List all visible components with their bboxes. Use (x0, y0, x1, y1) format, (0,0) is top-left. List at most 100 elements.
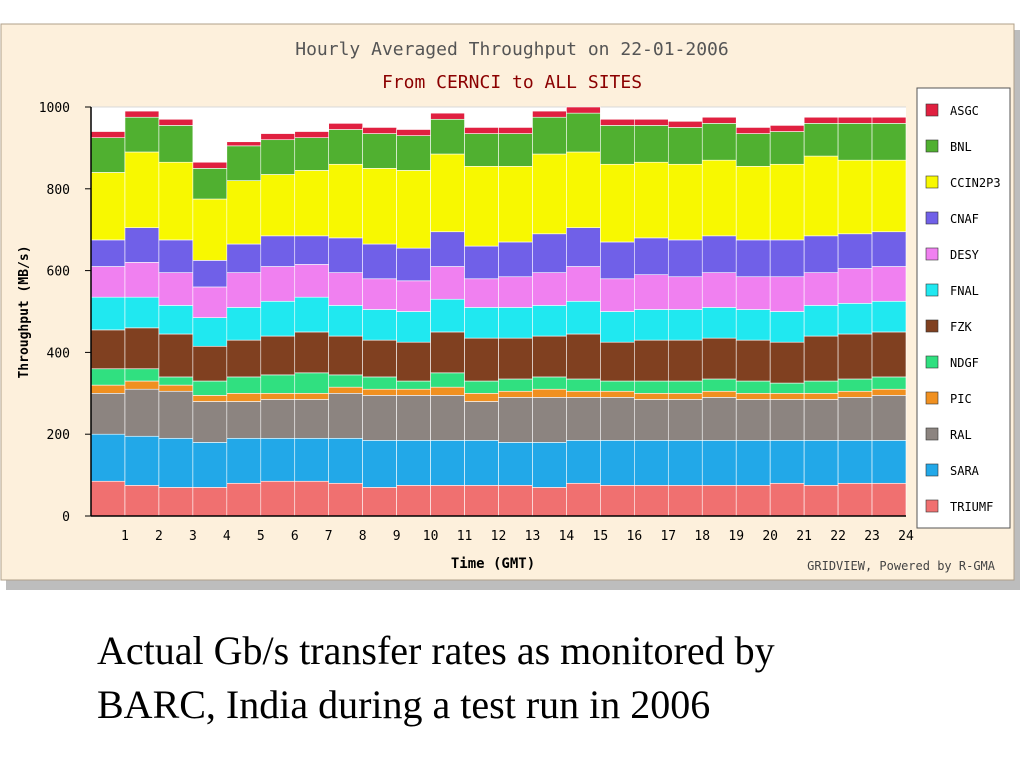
bar-segment-desy (769, 276, 805, 312)
bar-segment-fzk (430, 331, 465, 374)
bar-segment-ndgf (192, 380, 228, 396)
throughput-chart: Hourly Averaged Throughput on 22-01-2006… (0, 23, 1020, 590)
bar-segment-fzk (294, 331, 330, 374)
bar-segment-ral (769, 399, 805, 441)
bar-segment-asgc (634, 118, 669, 126)
bar-segment-fnal (260, 300, 296, 337)
bar-segment-cnaf (260, 235, 296, 267)
bar-segment-ccin2p3 (701, 159, 737, 237)
bar-segment-ccin2p3 (294, 170, 330, 237)
bar-segment-desy (430, 266, 465, 300)
bar-segment-ccin2p3 (769, 163, 805, 241)
bar-segment-ral (294, 399, 330, 439)
bar-segment-pic (871, 388, 907, 396)
bar-segment-ndgf (498, 378, 533, 392)
bar-segment-sara (226, 437, 262, 484)
bar-segment-triumf (430, 485, 465, 517)
bar-segment-ndgf (430, 372, 465, 388)
bar-segment-asgc (192, 161, 228, 169)
bar-segment-sara (430, 440, 465, 486)
bar-segment-fzk (124, 327, 160, 370)
bar-segment-fzk (90, 329, 126, 370)
bar-segment-bnl (124, 116, 160, 153)
bar-segment-pic (396, 388, 431, 396)
bar-segment-asgc (769, 125, 805, 132)
bar-segment-cnaf (769, 239, 805, 278)
bar-segment-asgc (90, 131, 126, 138)
bar-segment-triumf (396, 485, 431, 517)
bar-segment-cnaf (600, 241, 635, 280)
legend-label: BNL (950, 140, 972, 154)
legend-swatch (925, 175, 939, 189)
bar-segment-triumf (701, 485, 737, 517)
bar-segment-bnl (362, 133, 397, 169)
bar-segment-bnl (498, 133, 533, 167)
bar-segment-cnaf (566, 227, 601, 267)
bar-segment-desy (701, 272, 737, 308)
bar-segment-ral (396, 395, 431, 441)
x-tick-label: 17 (660, 529, 676, 544)
bar-segment-bnl (837, 123, 873, 161)
bar-segment-ndgf (158, 376, 194, 386)
bar-segment-ccin2p3 (124, 151, 160, 228)
bar-segment-ral (837, 397, 873, 441)
bar-segment-triumf (769, 482, 805, 517)
bar-segment-fzk (328, 335, 363, 376)
bar-segment-sara (634, 440, 669, 486)
x-tick-label: 15 (593, 529, 609, 544)
bar-segment-pic (464, 392, 499, 402)
bar-segment-ral (124, 388, 160, 437)
bar-segment-ccin2p3 (90, 172, 126, 241)
bar-segment-pic (158, 384, 194, 392)
legend-label: RAL (950, 428, 972, 442)
y-tick-label: 600 (47, 265, 70, 280)
bar-segment-ccin2p3 (735, 166, 771, 241)
bar-segment-ccin2p3 (600, 163, 635, 243)
bar-segment-sara (566, 440, 601, 484)
bar-segment-desy (600, 278, 635, 312)
bar-segment-fnal (634, 309, 669, 341)
bar-segment-desy (328, 272, 363, 306)
bar-segment-asgc (294, 131, 330, 138)
bar-segment-triumf (294, 480, 330, 517)
bar-segment-triumf (735, 485, 771, 517)
bar-segment-fnal (226, 307, 262, 341)
legend-swatch (925, 499, 939, 513)
bar-segment-asgc (464, 127, 499, 134)
bar-segment-pic (294, 392, 330, 400)
x-tick-label: 7 (325, 529, 333, 544)
bar-segment-bnl (294, 137, 330, 171)
bar-segment-ral (430, 395, 465, 441)
bar-segment-cnaf (634, 237, 669, 275)
x-tick-label: 13 (525, 529, 541, 544)
bar-segment-triumf (328, 482, 363, 517)
bar-segment-cnaf (498, 241, 533, 278)
bar-segment-ral (158, 390, 194, 439)
bar-segment-fnal (192, 317, 228, 347)
bar-segment-bnl (532, 116, 567, 155)
bar-segment-desy (634, 274, 669, 310)
bar-segment-cnaf (158, 239, 194, 273)
x-tick-label: 9 (393, 529, 401, 544)
bar-segment-cnaf (328, 237, 363, 273)
bar-segment-triumf (634, 485, 669, 517)
bar-segment-ccin2p3 (566, 151, 601, 228)
bar-segment-cnaf (871, 231, 907, 267)
bar-segment-ndgf (667, 380, 703, 394)
x-tick-label: 21 (796, 529, 812, 544)
bar-segment-fnal (362, 309, 397, 341)
bar-segment-ndgf (566, 378, 601, 392)
bar-segment-sara (294, 437, 330, 482)
bar-segment-triumf (600, 485, 635, 517)
bar-segment-cnaf (667, 239, 703, 278)
bar-segment-asgc (735, 127, 771, 134)
x-tick-label: 10 (423, 529, 439, 544)
bar-segment-fnal (803, 305, 839, 337)
bar-segment-triumf (464, 485, 499, 517)
legend-label: SARA (950, 464, 980, 478)
bar-segment-ccin2p3 (871, 159, 907, 233)
bar-segment-fnal (532, 305, 567, 337)
bar-segment-sara (124, 435, 160, 486)
x-tick-label: 6 (291, 529, 299, 544)
bar-segment-pic (566, 390, 601, 398)
